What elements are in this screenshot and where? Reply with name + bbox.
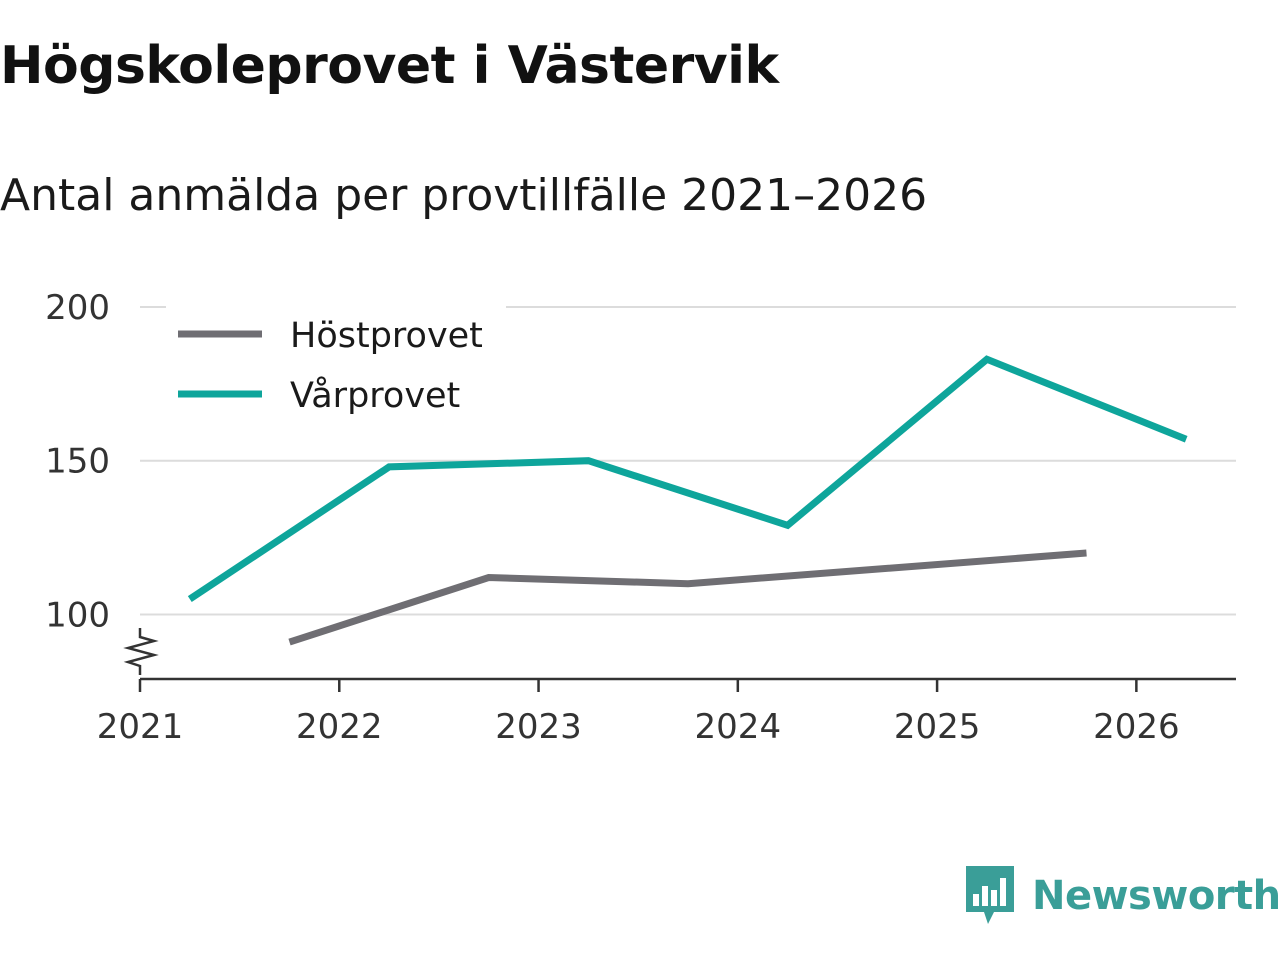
legend-background	[166, 303, 506, 423]
y-tick-label: 100	[45, 595, 110, 635]
newsworthy-logo-icon	[966, 866, 1014, 924]
brand-logo: Newsworthy	[964, 864, 1280, 928]
x-tick-label: 2025	[894, 707, 981, 747]
x-tick-label: 2022	[296, 707, 383, 747]
y-axis-tick-labels: 100 150 200	[45, 288, 110, 635]
x-axis-tick-labels: 2021 2022 2023 2024 2025 2026	[97, 707, 1180, 747]
chart-title: Högskoleprovet i Västervik	[0, 36, 779, 96]
series-line-varprovet	[187, 355, 1188, 603]
y-tick-label: 150	[45, 442, 110, 482]
y-tick-label: 200	[45, 288, 110, 328]
legend-label: Vårprovet	[290, 375, 460, 416]
x-tick-label: 2021	[97, 707, 184, 747]
legend: Höstprovet Vårprovet	[166, 303, 506, 423]
x-axis	[123, 628, 1236, 692]
x-tick-label: 2024	[695, 707, 782, 747]
chart-subtitle: Antal anmälda per provtillfälle 2021–202…	[0, 170, 928, 221]
y-axis-break	[123, 628, 159, 675]
series-line-hostprovet	[288, 549, 1087, 646]
x-tick-label: 2023	[495, 707, 582, 747]
x-tick-label: 2026	[1093, 707, 1180, 747]
legend-label: Höstprovet	[290, 316, 483, 356]
series-lines	[187, 355, 1188, 646]
brand-name: Newsworthy	[1032, 873, 1280, 919]
